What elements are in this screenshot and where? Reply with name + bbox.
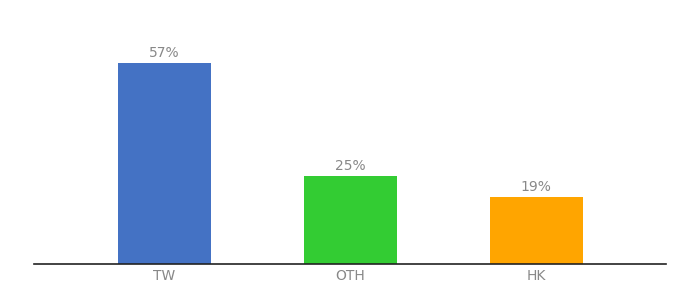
Bar	[118, 63, 211, 264]
Text: 19%: 19%	[521, 180, 551, 194]
Bar	[304, 176, 396, 264]
Bar	[490, 197, 583, 264]
Text: 25%: 25%	[335, 159, 366, 173]
Text: 57%: 57%	[149, 46, 180, 60]
